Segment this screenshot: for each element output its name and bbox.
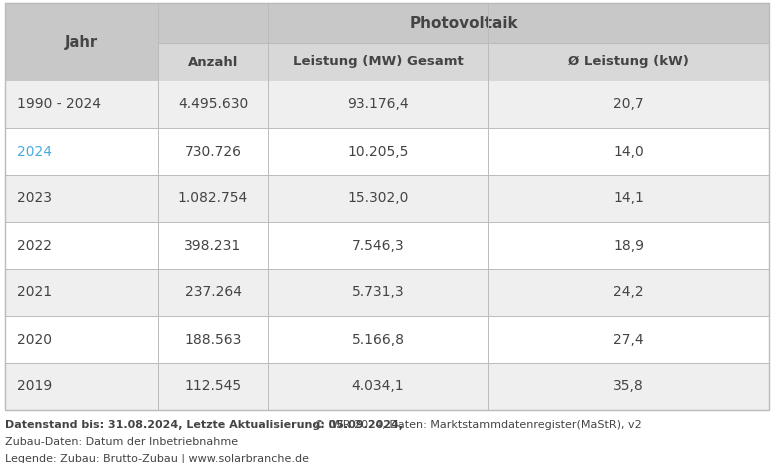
- Text: 20,7: 20,7: [613, 98, 644, 112]
- Text: 24,2: 24,2: [613, 286, 644, 300]
- Text: 14,0: 14,0: [613, 144, 644, 158]
- Text: Jahr: Jahr: [65, 35, 98, 50]
- Text: 112.545: 112.545: [184, 380, 242, 394]
- Text: 2020: 2020: [17, 332, 52, 346]
- Text: 7.546,3: 7.546,3: [352, 238, 405, 252]
- Text: 1.082.754: 1.082.754: [178, 192, 248, 206]
- Text: 398.231: 398.231: [184, 238, 242, 252]
- Bar: [158, 43, 268, 81]
- Text: 4.034,1: 4.034,1: [352, 380, 405, 394]
- Text: 2024: 2024: [17, 144, 52, 158]
- Bar: [268, 43, 488, 81]
- Bar: [5, 222, 769, 269]
- Bar: [5, 128, 769, 175]
- Text: Legende: Zubau: Brutto-Zubau | www.solarbranche.de: Legende: Zubau: Brutto-Zubau | www.solar…: [5, 454, 309, 463]
- Text: 237.264: 237.264: [184, 286, 242, 300]
- Text: 5.166,8: 5.166,8: [352, 332, 405, 346]
- Text: Leistung (MW) Gesamt: Leistung (MW) Gesamt: [293, 56, 463, 69]
- Bar: [5, 3, 158, 81]
- Bar: [5, 363, 769, 410]
- Bar: [5, 81, 769, 128]
- Text: 5.731,3: 5.731,3: [352, 286, 405, 300]
- Text: 4.495.630: 4.495.630: [178, 98, 248, 112]
- Bar: [5, 3, 769, 410]
- Text: 2022: 2022: [17, 238, 52, 252]
- Bar: [158, 3, 769, 43]
- Text: 18,9: 18,9: [613, 238, 644, 252]
- Text: 188.563: 188.563: [184, 332, 242, 346]
- Text: 35,8: 35,8: [613, 380, 644, 394]
- Text: Anzahl: Anzahl: [188, 56, 238, 69]
- Text: 10.205,5: 10.205,5: [347, 144, 408, 158]
- Bar: [5, 269, 769, 316]
- Bar: [5, 175, 769, 222]
- Text: 730.726: 730.726: [184, 144, 242, 158]
- Text: 2023: 2023: [17, 192, 52, 206]
- Bar: [488, 43, 769, 81]
- Text: 93.176,4: 93.176,4: [347, 98, 409, 112]
- Text: 2019: 2019: [17, 380, 52, 394]
- Text: Zubau-Daten: Datum der Inbetriebnahme: Zubau-Daten: Datum der Inbetriebnahme: [5, 437, 238, 447]
- Text: Ø Leistung (kW): Ø Leistung (kW): [568, 56, 689, 69]
- Text: 2021: 2021: [17, 286, 52, 300]
- Bar: [5, 316, 769, 363]
- Text: Datenstand bis: 31.08.2024, Letzte Aktualisierung: 05.09.2024,: Datenstand bis: 31.08.2024, Letzte Aktua…: [5, 420, 403, 430]
- Text: 1990 - 2024: 1990 - 2024: [17, 98, 101, 112]
- Text: © IWR 2024, Daten: Marktstammdatenregister(MaStR), v2: © IWR 2024, Daten: Marktstammdatenregist…: [299, 420, 641, 430]
- Text: Photovoltaik: Photovoltaik: [409, 15, 518, 31]
- Text: 15.302,0: 15.302,0: [347, 192, 408, 206]
- Text: 14,1: 14,1: [613, 192, 644, 206]
- Text: 27,4: 27,4: [613, 332, 644, 346]
